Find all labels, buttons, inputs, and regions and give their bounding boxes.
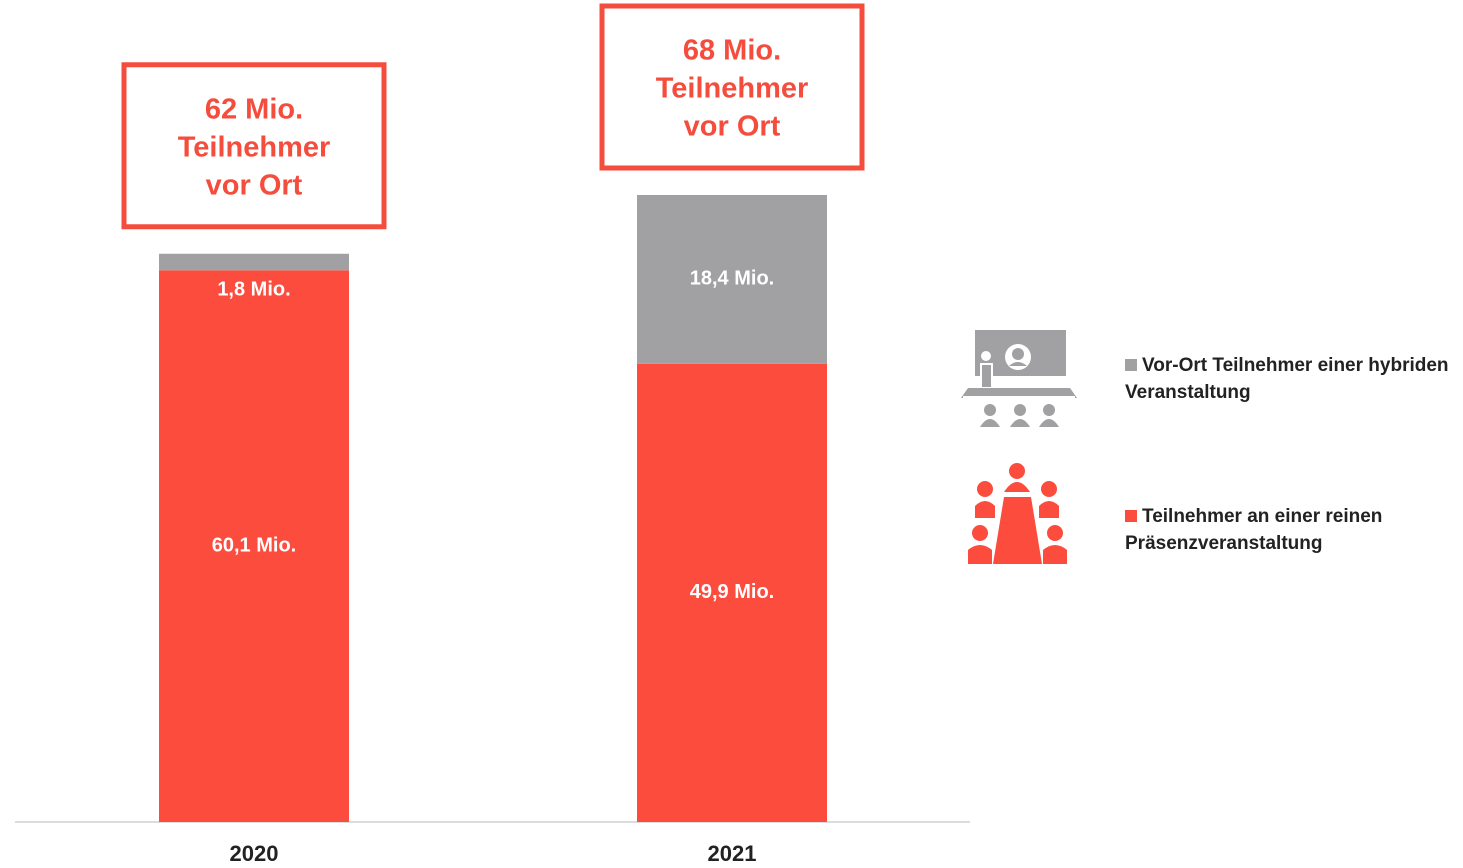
- value-label: 49,9 Mio.: [690, 581, 774, 603]
- legend-item: Teilnehmer an einer reinen Präsenzverans…: [1125, 503, 1461, 557]
- bar-segment: [159, 270, 349, 822]
- annotation-box: [121, 62, 387, 230]
- bar-segment: [637, 363, 827, 822]
- value-label: 1,8 Mio.: [217, 279, 290, 301]
- annotation-box: [599, 3, 865, 171]
- annotation-text: vor Ort: [684, 111, 781, 143]
- annotation-text: vor Ort: [206, 169, 303, 201]
- presence-icon: [968, 463, 1067, 564]
- annotation-text: Teilnehmer: [656, 73, 809, 105]
- legend-label: Vor-Ort Teilnehmer einer hybriden Verans…: [1125, 355, 1449, 403]
- legend-swatch: [1125, 510, 1137, 522]
- bar-segment: [159, 253, 349, 271]
- x-tick-label: 2021: [708, 841, 757, 866]
- annotation-text: 62 Mio.: [205, 93, 303, 125]
- legend-swatch: [1125, 359, 1137, 371]
- legend-label: Teilnehmer an einer reinen Präsenzverans…: [1125, 506, 1383, 554]
- hybrid-icon: [961, 330, 1077, 427]
- bar-segment: [637, 195, 827, 364]
- legend-item: Vor-Ort Teilnehmer einer hybriden Verans…: [1125, 352, 1461, 406]
- value-label: 60,1 Mio.: [212, 534, 296, 556]
- annotation-text: 68 Mio.: [683, 35, 781, 67]
- annotation-text: Teilnehmer: [178, 131, 331, 163]
- x-tick-label: 2020: [230, 841, 279, 866]
- value-label: 18,4 Mio.: [690, 268, 774, 290]
